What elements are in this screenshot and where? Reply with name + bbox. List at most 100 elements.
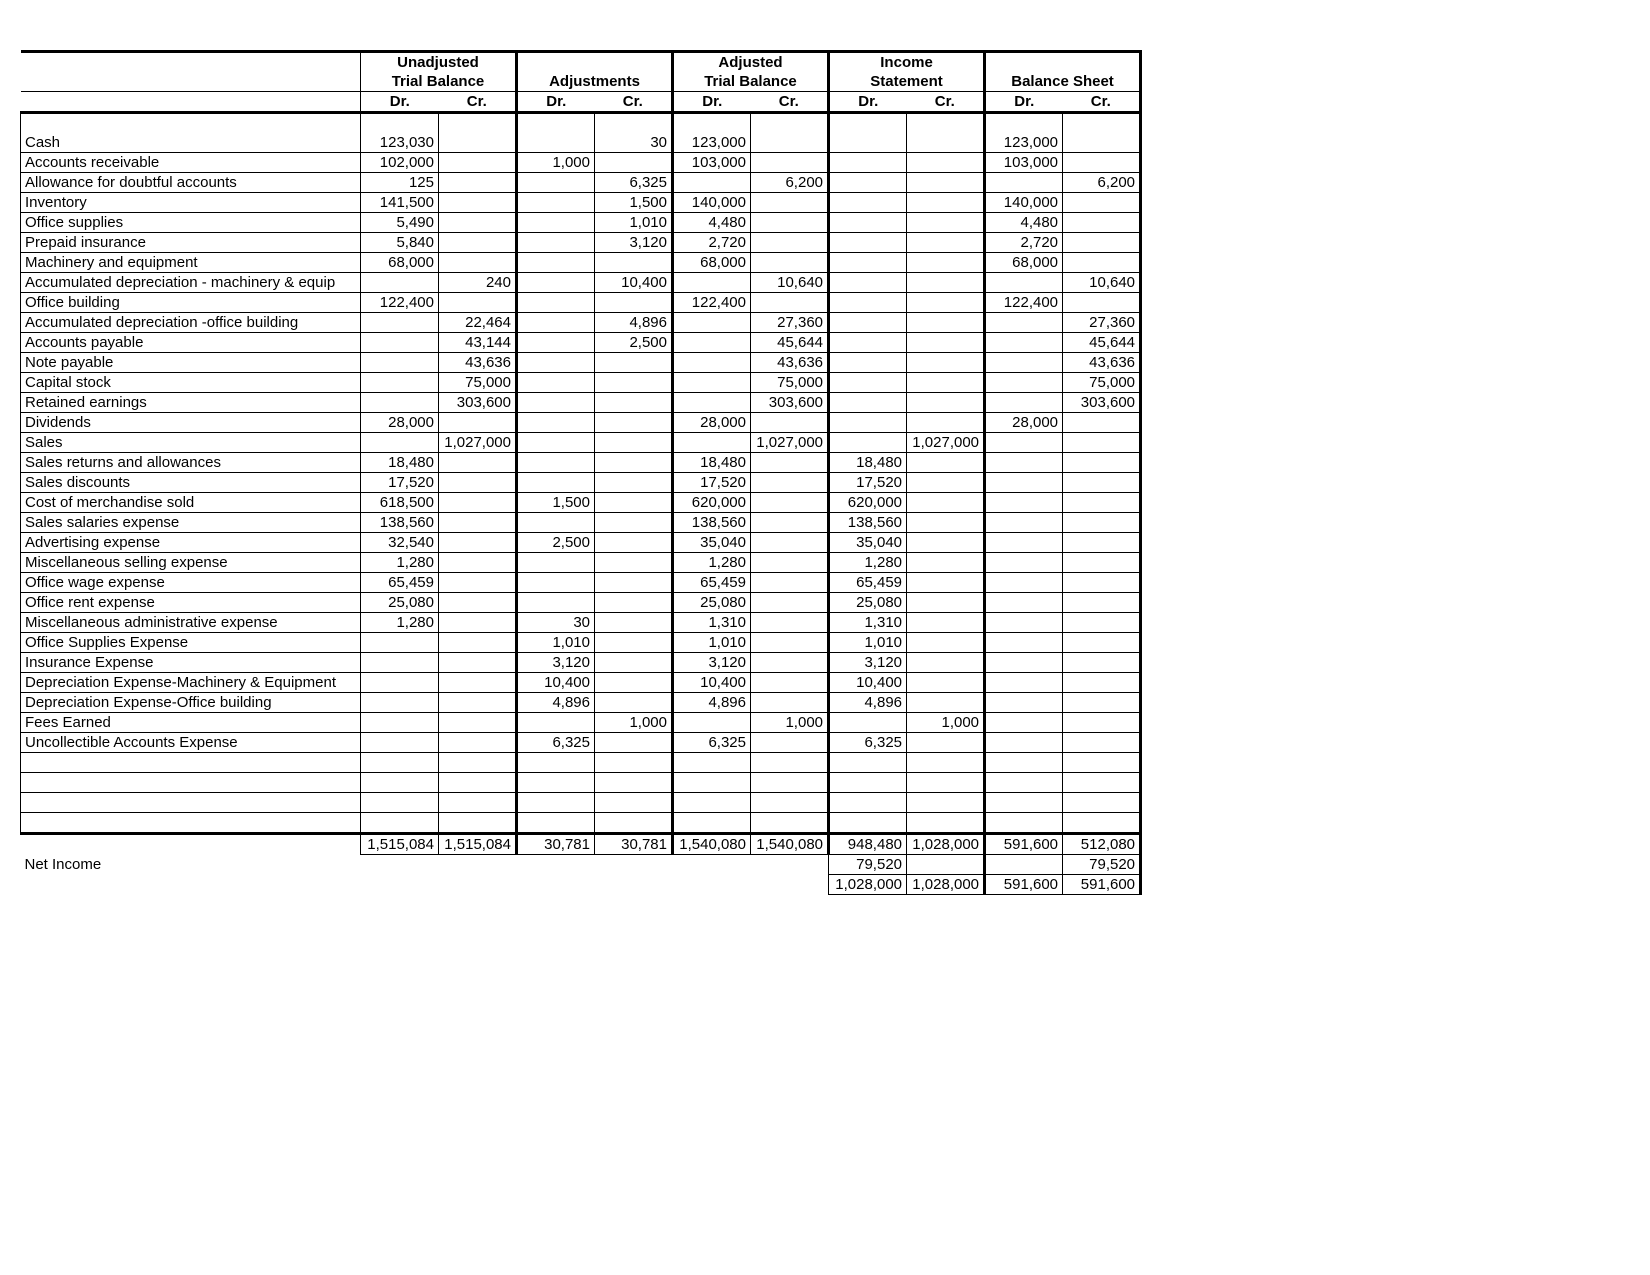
cell [907, 413, 985, 433]
cell [517, 433, 595, 453]
cell [1063, 733, 1141, 753]
cell [517, 453, 595, 473]
cell [595, 553, 673, 573]
cell: 10,640 [751, 273, 829, 293]
cell [751, 573, 829, 593]
cell [907, 673, 985, 693]
cell [1063, 653, 1141, 673]
blank-cell [595, 773, 673, 793]
cell [829, 433, 907, 453]
cell [1063, 433, 1141, 453]
cell [751, 193, 829, 213]
cell [907, 193, 985, 213]
col-group-line1: Unadjusted [361, 52, 517, 73]
blank-cell [829, 793, 907, 813]
cell: 43,636 [751, 353, 829, 373]
account-name: Retained earnings [21, 393, 361, 413]
blank-cell [439, 773, 517, 793]
cell: 17,520 [673, 473, 751, 493]
worksheet-table: UnadjustedAdjustedIncomeTrial BalanceAdj… [20, 50, 1142, 895]
cell [517, 593, 595, 613]
totals-cell: 1,540,080 [673, 834, 751, 855]
cell: 1,500 [595, 193, 673, 213]
cell: 303,600 [751, 393, 829, 413]
cell: 35,040 [829, 533, 907, 553]
cell: 3,120 [829, 653, 907, 673]
account-name: Machinery and equipment [21, 253, 361, 273]
cell [439, 173, 517, 193]
cell [673, 313, 751, 333]
cell [907, 693, 985, 713]
cell [439, 413, 517, 433]
account-name: Depreciation Expense-Machinery & Equipme… [21, 673, 361, 693]
cell: 10,400 [829, 673, 907, 693]
cell: 1,010 [673, 633, 751, 653]
cell: 4,480 [985, 213, 1063, 233]
account-name: Sales returns and allowances [21, 453, 361, 473]
cell [517, 393, 595, 413]
cell [751, 513, 829, 533]
cell [907, 633, 985, 653]
totals-cell: 30,781 [595, 834, 673, 855]
blank-cell [517, 813, 595, 834]
cell [595, 693, 673, 713]
cell [439, 713, 517, 733]
account-name: Capital stock [21, 373, 361, 393]
cell [517, 473, 595, 493]
cell: 6,325 [595, 173, 673, 193]
cell: 43,636 [1063, 353, 1141, 373]
blank-cell [439, 753, 517, 773]
account-name: Sales discounts [21, 473, 361, 493]
account-name: Cost of merchandise sold [21, 493, 361, 513]
blank-cell [1063, 813, 1141, 834]
cell [751, 153, 829, 173]
cell [517, 253, 595, 273]
account-name: Prepaid insurance [21, 233, 361, 253]
cell [907, 653, 985, 673]
account-name: Miscellaneous selling expense [21, 553, 361, 573]
cell [1063, 153, 1141, 173]
col-dr: Dr. [517, 92, 595, 113]
cell [907, 313, 985, 333]
cell [595, 153, 673, 173]
cell [907, 553, 985, 573]
totals2-cell [517, 875, 595, 895]
blank-cell [595, 753, 673, 773]
cell: 1,027,000 [751, 433, 829, 453]
cell [361, 713, 439, 733]
cell: 2,500 [517, 533, 595, 553]
cell [361, 313, 439, 333]
cell: 618,500 [361, 493, 439, 513]
cell: 2,720 [985, 233, 1063, 253]
net-income-cell [673, 855, 751, 875]
cell [595, 733, 673, 753]
cell [985, 353, 1063, 373]
cell: 138,560 [829, 513, 907, 533]
cell [907, 393, 985, 413]
cell [985, 693, 1063, 713]
cell [1063, 293, 1141, 313]
blank-cell [517, 773, 595, 793]
cell [751, 673, 829, 693]
cell [673, 173, 751, 193]
cell [361, 393, 439, 413]
cell [439, 553, 517, 573]
blank-cell [361, 773, 439, 793]
totals-cell: 512,080 [1063, 834, 1141, 855]
cell [439, 633, 517, 653]
cell: 138,560 [361, 513, 439, 533]
account-name: Office rent expense [21, 593, 361, 613]
cell [985, 673, 1063, 693]
cell [673, 433, 751, 453]
cell: 6,200 [1063, 173, 1141, 193]
cell [595, 473, 673, 493]
account-name: Sales salaries expense [21, 513, 361, 533]
cell [439, 233, 517, 253]
cell [439, 593, 517, 613]
cell [985, 613, 1063, 633]
account-name: Uncollectible Accounts Expense [21, 733, 361, 753]
cell [1063, 253, 1141, 273]
cell [1063, 413, 1141, 433]
col-cr: Cr. [1063, 92, 1141, 113]
totals-cell: 591,600 [985, 834, 1063, 855]
